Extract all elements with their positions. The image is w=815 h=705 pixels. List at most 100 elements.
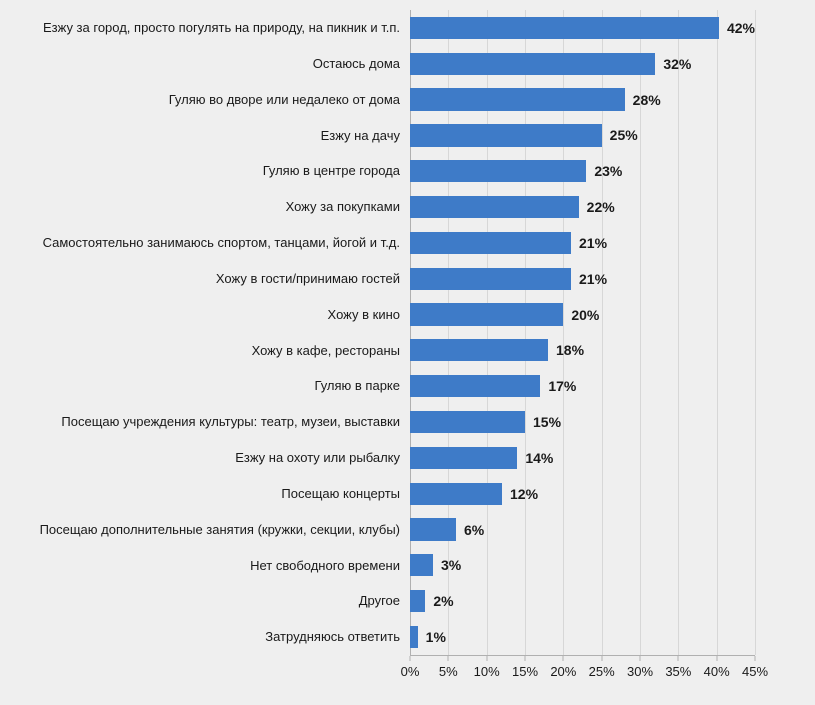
bar [410, 124, 602, 146]
category-label: Хожу в кафе, рестораны [10, 343, 410, 359]
chart-row: Езжу на охоту или рыбалку 14% [10, 440, 755, 476]
value-label: 12% [502, 486, 538, 502]
category-label: Гуляю в центре города [10, 163, 410, 179]
bar-wrap: 22% [410, 189, 755, 225]
category-label: Хожу в гости/принимаю гостей [10, 271, 410, 287]
chart-row: Гуляю в центре города 23% [10, 153, 755, 189]
chart-row: Гуляю в парке17% [10, 368, 755, 404]
category-label: Посещаю концерты [10, 486, 410, 502]
bar-wrap: 21% [410, 225, 755, 261]
category-label: Затрудняюсь ответить [10, 629, 410, 645]
bar [410, 626, 418, 648]
bar [410, 160, 586, 182]
chart-row: Гуляю во дворе или недалеко от дома 28% [10, 82, 755, 118]
chart-row: Хожу в кафе, рестораны 18% [10, 332, 755, 368]
bar [410, 88, 625, 110]
chart-row: Затрудняюсь ответить 1% [10, 619, 755, 655]
value-label: 21% [571, 235, 607, 251]
chart-row: Посещаю дополнительные занятия (кружки, … [10, 512, 755, 548]
chart-row: Посещаю учреждения культуры: театр, музе… [10, 404, 755, 440]
bar-wrap: 23% [410, 153, 755, 189]
bar-wrap: 20% [410, 297, 755, 333]
category-label: Нет свободного времени [10, 558, 410, 574]
bar [410, 339, 548, 361]
chart-row: Самостоятельно занимаюсь спортом, танцам… [10, 225, 755, 261]
chart-row: Езжу на дачу25% [10, 117, 755, 153]
x-tick-label: 5% [439, 664, 458, 679]
category-label: Гуляю в парке [10, 378, 410, 394]
bar [410, 590, 425, 612]
bar [410, 196, 579, 218]
bar [410, 17, 719, 39]
category-label: Хожу в кино [10, 307, 410, 323]
value-label: 2% [425, 593, 453, 609]
category-label: Посещаю учреждения культуры: театр, музе… [10, 414, 410, 430]
bar-wrap: 2% [410, 583, 755, 619]
x-tick-label: 10% [474, 664, 500, 679]
x-tick-label: 45% [742, 664, 768, 679]
value-label: 28% [625, 92, 661, 108]
value-label: 18% [548, 342, 584, 358]
bar-wrap: 42% [410, 10, 755, 46]
bar-wrap: 28% [410, 82, 755, 118]
x-tick-label: 35% [665, 664, 691, 679]
x-tick-label: 0% [401, 664, 420, 679]
category-label: Езжу за город, просто погулять на природ… [10, 20, 410, 36]
bar [410, 554, 433, 576]
category-label: Езжу на охоту или рыбалку [10, 450, 410, 466]
chart-row: Посещаю концерты 12% [10, 476, 755, 512]
value-label: 15% [525, 414, 561, 430]
bar-wrap: 18% [410, 332, 755, 368]
bar [410, 232, 571, 254]
bar [410, 447, 517, 469]
bar-wrap: 1% [410, 619, 755, 655]
x-tick-label: 15% [512, 664, 538, 679]
value-label: 23% [586, 163, 622, 179]
bar-wrap: 32% [410, 46, 755, 82]
category-label: Хожу за покупками [10, 199, 410, 215]
bar-wrap: 21% [410, 261, 755, 297]
chart-row: Хожу за покупками 22% [10, 189, 755, 225]
x-tick-label: 30% [627, 664, 653, 679]
value-label: 20% [563, 307, 599, 323]
bar [410, 53, 655, 75]
value-label: 14% [517, 450, 553, 466]
value-label: 32% [655, 56, 691, 72]
chart-row: Езжу за город, просто погулять на природ… [10, 10, 755, 46]
x-tick-label: 20% [550, 664, 576, 679]
bar-wrap: 6% [410, 512, 755, 548]
category-label: Самостоятельно занимаюсь спортом, танцам… [10, 235, 410, 251]
horizontal-bar-chart: Езжу за город, просто погулять на природ… [10, 10, 795, 695]
bar [410, 483, 502, 505]
bar-wrap: 25% [410, 117, 755, 153]
value-label: 42% [719, 20, 755, 36]
bar-wrap: 14% [410, 440, 755, 476]
value-label: 6% [456, 522, 484, 538]
category-label: Другое [10, 593, 410, 609]
gridline [755, 10, 756, 655]
chart-rows: Езжу за город, просто погулять на природ… [10, 10, 755, 655]
chart-row: Хожу в гости/принимаю гостей 21% [10, 261, 755, 297]
value-label: 22% [579, 199, 615, 215]
value-label: 3% [433, 557, 461, 573]
chart-row: Нет свободного времени 3% [10, 547, 755, 583]
category-label: Посещаю дополнительные занятия (кружки, … [10, 522, 410, 538]
category-label: Остаюсь дома [10, 56, 410, 72]
category-label: Езжу на дачу [10, 128, 410, 144]
bar-wrap: 3% [410, 547, 755, 583]
bar-wrap: 12% [410, 476, 755, 512]
bar [410, 303, 563, 325]
value-label: 1% [418, 629, 446, 645]
bar [410, 268, 571, 290]
bar [410, 411, 525, 433]
bar [410, 375, 540, 397]
chart-row: Хожу в кино 20% [10, 297, 755, 333]
chart-row: Другое 2% [10, 583, 755, 619]
x-tick-label: 40% [704, 664, 730, 679]
category-label: Гуляю во дворе или недалеко от дома [10, 92, 410, 108]
x-axis: 0%5%10%15%20%25%30%35%40%45% [410, 655, 755, 695]
value-label: 21% [571, 271, 607, 287]
bar-wrap: 15% [410, 404, 755, 440]
chart-row: Остаюсь дома 32% [10, 46, 755, 82]
x-tick-label: 25% [589, 664, 615, 679]
